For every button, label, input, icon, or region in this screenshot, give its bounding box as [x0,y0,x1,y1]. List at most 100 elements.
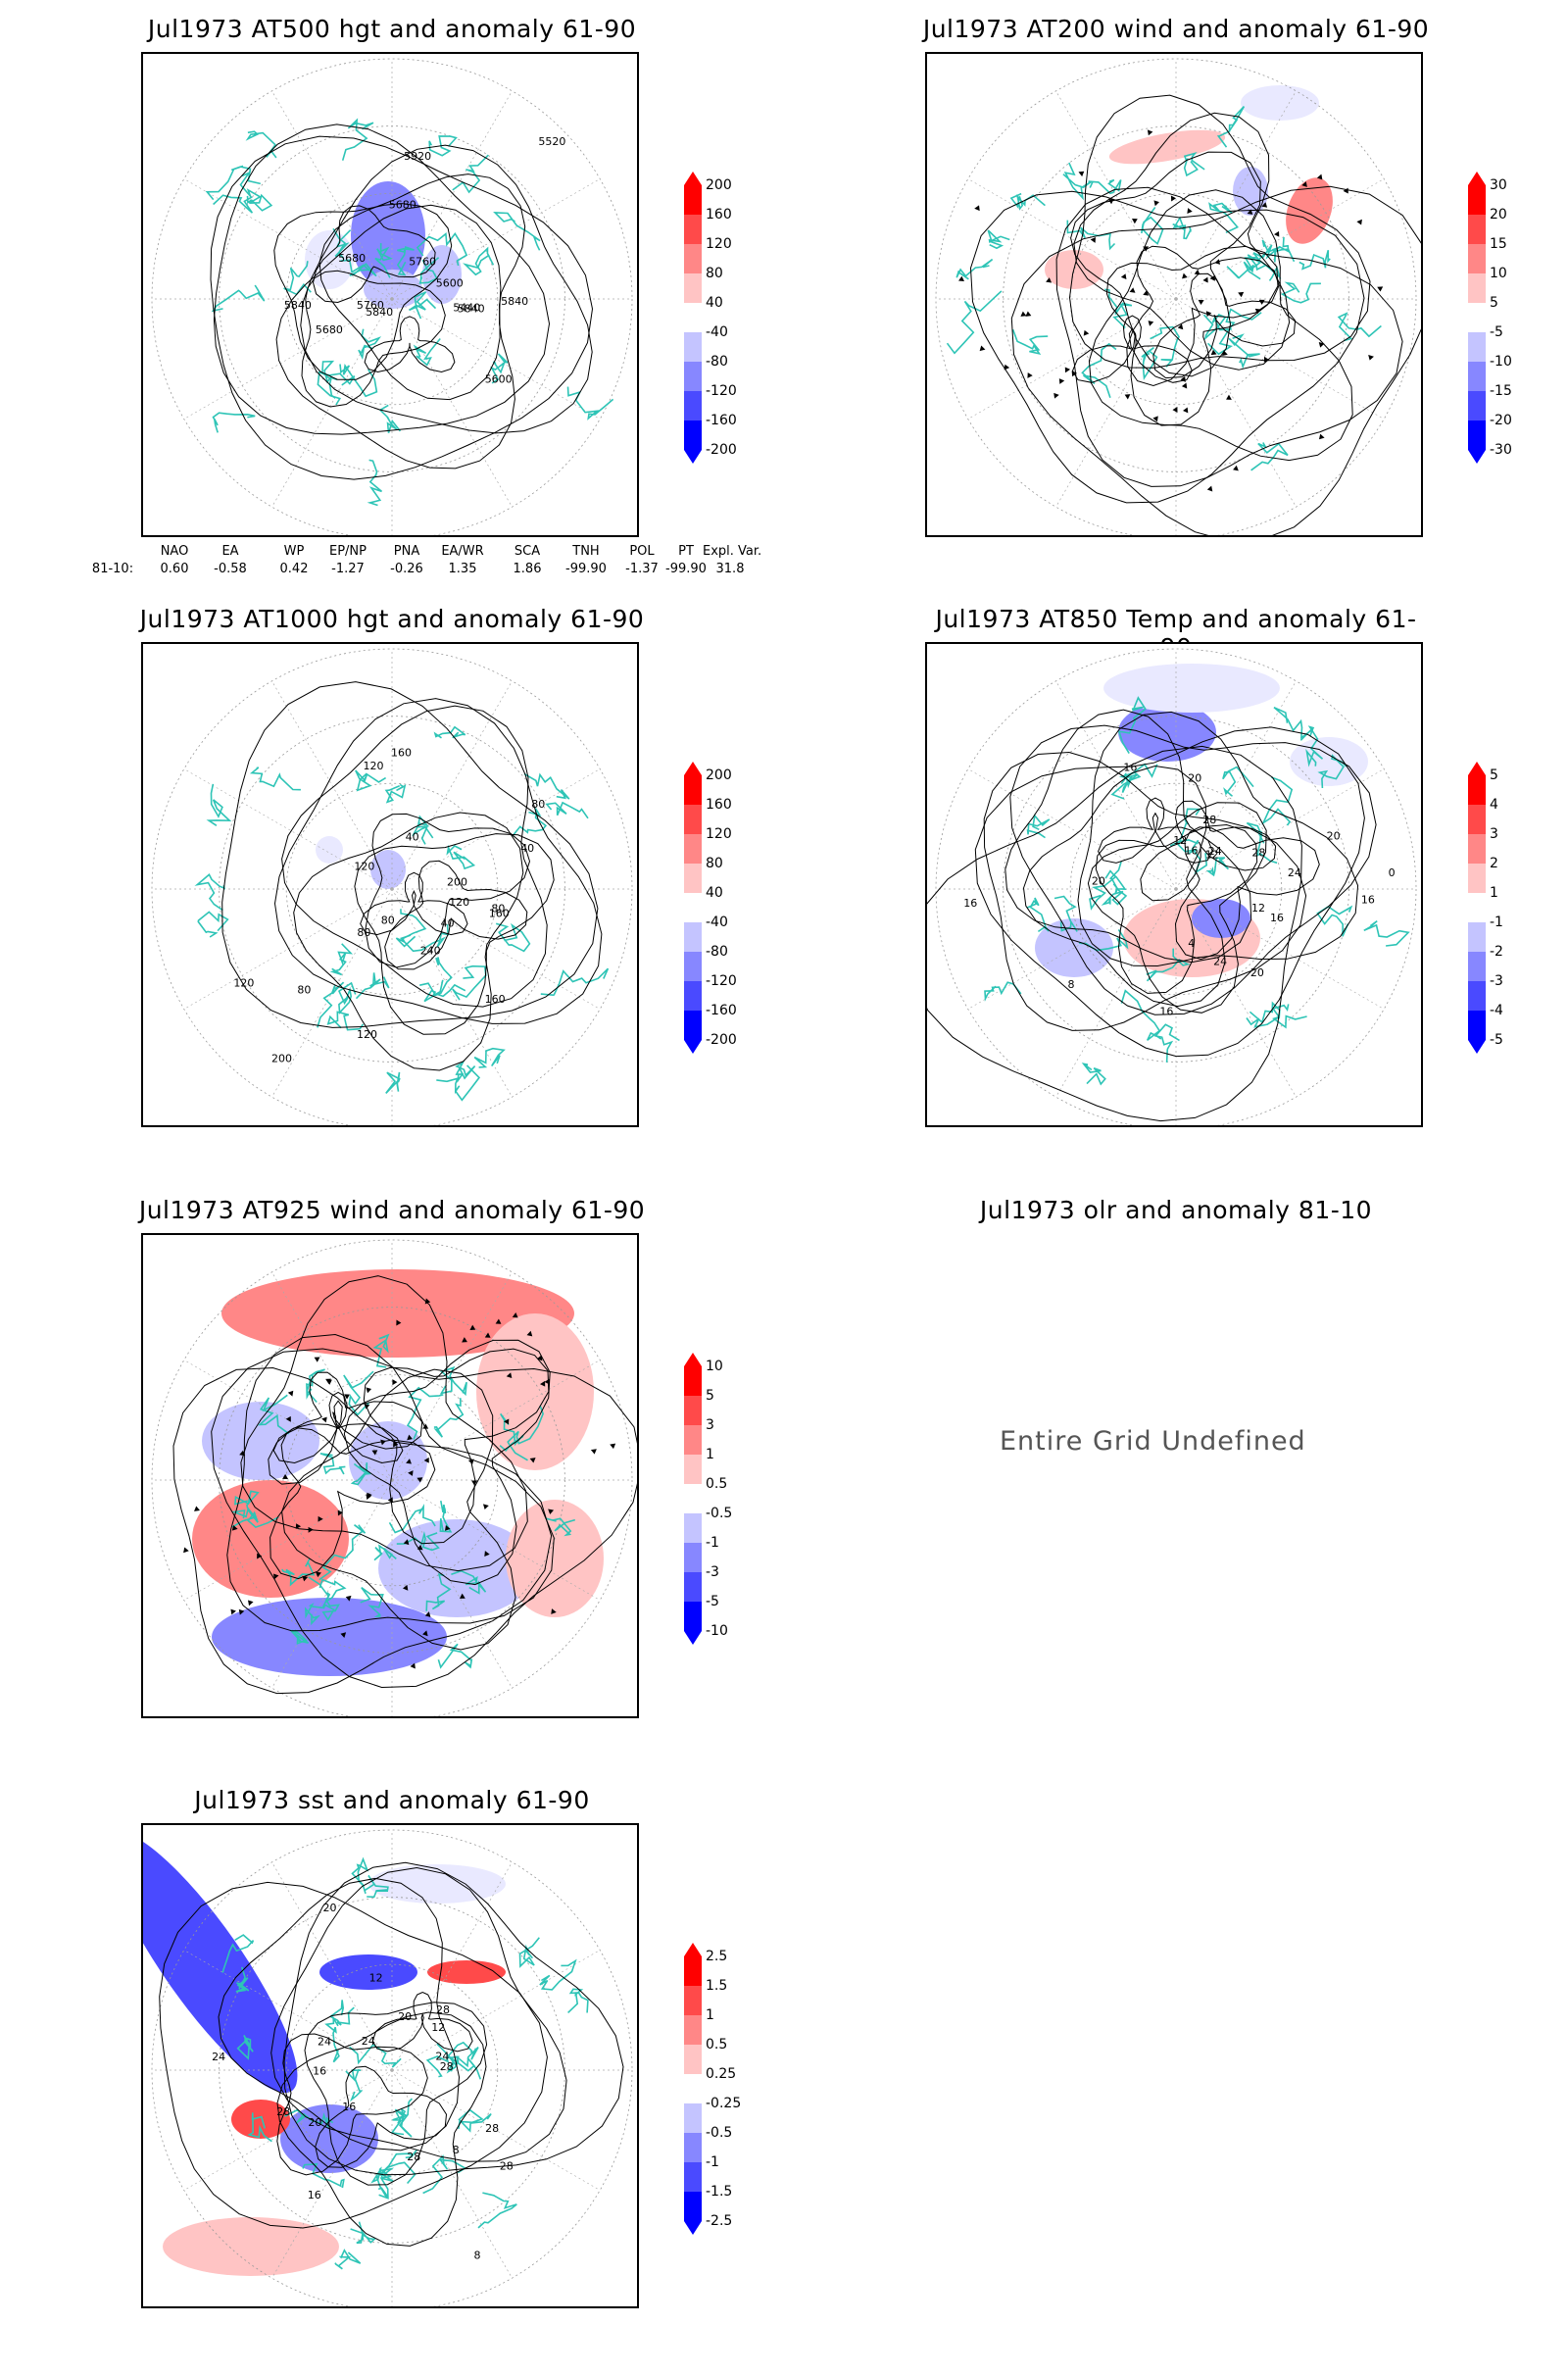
contour-label: 28 [1202,814,1216,826]
index-header: Expl. Var. [703,544,762,559]
streamline-arrow [1004,364,1010,371]
contour-line [276,2011,487,2247]
contour-line [213,124,551,435]
streamline-arrow [318,1515,323,1522]
coastline [384,783,407,804]
contour-line [211,1348,637,1689]
colorbar-segment [1468,775,1486,805]
colorbar-segment [684,1602,702,1631]
contour-label: 12 [1205,848,1219,861]
streamline-arrow [1210,349,1217,356]
contour-label: 12 [1251,902,1265,915]
colorbar-tick-label: 5 [706,1388,714,1404]
index-value: 1.35 [448,562,477,576]
colorbar-segment [684,273,702,303]
contour-label: 20 [1188,772,1201,785]
contour-label: 16 [1185,845,1199,858]
meridian-line [1175,90,1297,300]
coastline [305,1603,326,1626]
meridian-line [183,768,393,890]
coastline [334,2249,362,2270]
streamline-arrow [1226,394,1232,400]
coastline [390,2107,409,2136]
meridian-line [183,298,393,420]
index-value: -99.90 [665,562,707,576]
coastline [318,1524,367,1581]
colorbar-tick-label: 40 [706,885,723,901]
colorbar-segment [684,893,702,922]
contour-label: 5840 [284,299,312,312]
contour-label: 16 [313,2065,326,2078]
streamline-arrow [410,1662,416,1669]
contour-label: 16 [308,2189,321,2201]
contour-label: 24 [1288,866,1301,879]
contour-line [1004,709,1252,964]
colorbar-tick-label: -1 [706,1535,719,1551]
contour-line [974,726,1365,1058]
streamline-arrow [422,1630,428,1637]
contour-line [371,1991,473,2053]
coastline [1273,706,1314,740]
meridian-line [1055,680,1177,890]
index-value: 31.8 [715,562,745,576]
streamline-arrow [1343,187,1348,194]
colorbar-tick-label: -5 [1490,324,1503,340]
colorbar-tick-label: -30 [1490,442,1512,458]
colorbar-segment [684,2192,702,2221]
streamline-arrow [459,1593,466,1599]
index-header: WP [283,544,305,559]
coastline [1208,202,1239,234]
colorbar-arrow-top [684,1353,702,1366]
latitude-circle [151,648,633,1125]
latitude-circle [151,1829,633,2306]
coastline [1172,216,1192,240]
contour-label: 24 [318,2035,331,2048]
colorbar-tick-label: -120 [706,973,737,989]
coastline [1120,989,1162,1041]
coastline [350,2221,376,2245]
streamline-arrow [282,1473,289,1479]
meridian-line [391,1271,513,1481]
streamline-arrow [1143,290,1150,296]
map-frame [925,52,1423,537]
meridian-line [391,298,513,508]
streamline-arrow [248,1600,254,1607]
coastline [411,815,434,845]
contour-line [384,860,528,970]
meridian-line [1055,298,1177,508]
coastline [1066,220,1116,251]
streamline-arrow [1083,329,1090,336]
contour-line [172,1366,553,1695]
coastline [345,2069,364,2102]
contour-label: 40 [406,831,419,844]
streamline-arrow [484,1551,490,1557]
meridian-line [1175,298,1385,420]
colorbar-tick-label: -0.5 [706,1506,733,1521]
streamline-arrow [1377,286,1384,292]
colorbar-tick-label: -0.5 [706,2125,733,2141]
coastline [446,2047,479,2074]
colorbar-arrow-bottom [684,450,702,464]
streamline-arrow [1025,311,1032,317]
meridian-line [271,2069,393,2279]
contour-label: 80 [491,903,505,915]
coastline [1141,207,1164,245]
streamline-arrow [406,1459,412,1464]
streamline-arrow [340,1632,347,1639]
colorbar-segment [684,244,702,273]
anomaly-shading [221,1269,574,1358]
colorbar-tick-label: 160 [706,797,732,813]
map-frame [141,1233,639,1718]
index-value: -99.90 [565,562,607,576]
contour-label: 20 [323,1902,337,1914]
coastline [1026,897,1050,933]
streamline-arrow [422,1423,429,1429]
coastline [236,2035,254,2060]
meridian-line [391,2069,601,2191]
coastline [321,360,338,399]
streamline-arrow [506,1372,513,1378]
colorbar-segment [1468,952,1486,981]
colorbar-segment [684,2162,702,2192]
contour-line [226,1333,555,1632]
streamline-arrow [1274,230,1280,237]
